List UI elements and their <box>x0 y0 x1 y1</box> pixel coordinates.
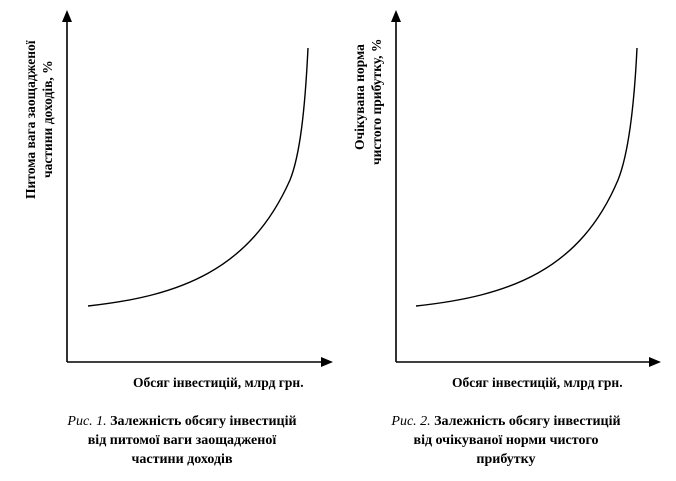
fig1-caption-line3: частини доходів <box>131 452 233 467</box>
fig1-caption-prefix: Рис. 1. <box>67 414 107 429</box>
figure-1: Питома вага заощадженої частини доходів,… <box>23 10 333 390</box>
fig1-ylabel-line1: Питома вага заощадженої <box>23 40 38 199</box>
fig2-caption-prefix: Рис. 2. <box>391 414 431 429</box>
fig2-ylabel-line1: Очікувана норма <box>352 44 367 150</box>
fig2-caption: Рис. 2. Залежність обсягу інвестицій від… <box>356 412 656 469</box>
fig1-caption: Рис. 1. Залежність обсягу інвестицій від… <box>32 412 332 469</box>
fig2-caption-line3: прибутку <box>476 452 536 467</box>
fig2-caption-text1: Залежність обсягу інвестицій <box>434 414 621 429</box>
fig2-x-axis-arrow <box>649 357 661 367</box>
figure-2: Очікувана норма чистого прибутку, % Обся… <box>352 10 661 390</box>
fig2-ylabel-line2: чистого прибутку, % <box>369 39 384 165</box>
fig2-xlabel: Обсяг інвестицій, млрд грн. <box>452 375 623 390</box>
fig1-caption-line2: від питомої ваги заощадженої <box>87 433 277 448</box>
fig2-caption-line1: Рис. 2. Залежність обсягу інвестицій <box>356 412 656 431</box>
fig1-caption-line1: Рис. 1. Залежність обсягу інвестицій <box>32 412 332 431</box>
fig1-ylabel-line2: частини доходів, % <box>40 60 55 178</box>
fig2-y-axis-arrow <box>391 10 401 22</box>
fig2-caption-line2: від очікуваної норми чистого <box>413 433 599 448</box>
fig1-y-axis-arrow <box>62 10 72 22</box>
fig1-curve <box>87 47 309 307</box>
fig1-caption-text1: Залежність обсягу інвестицій <box>110 414 297 429</box>
fig1-xlabel: Обсяг інвестицій, млрд грн. <box>133 375 304 390</box>
fig1-x-axis-arrow <box>321 357 333 367</box>
fig2-curve <box>415 47 638 307</box>
